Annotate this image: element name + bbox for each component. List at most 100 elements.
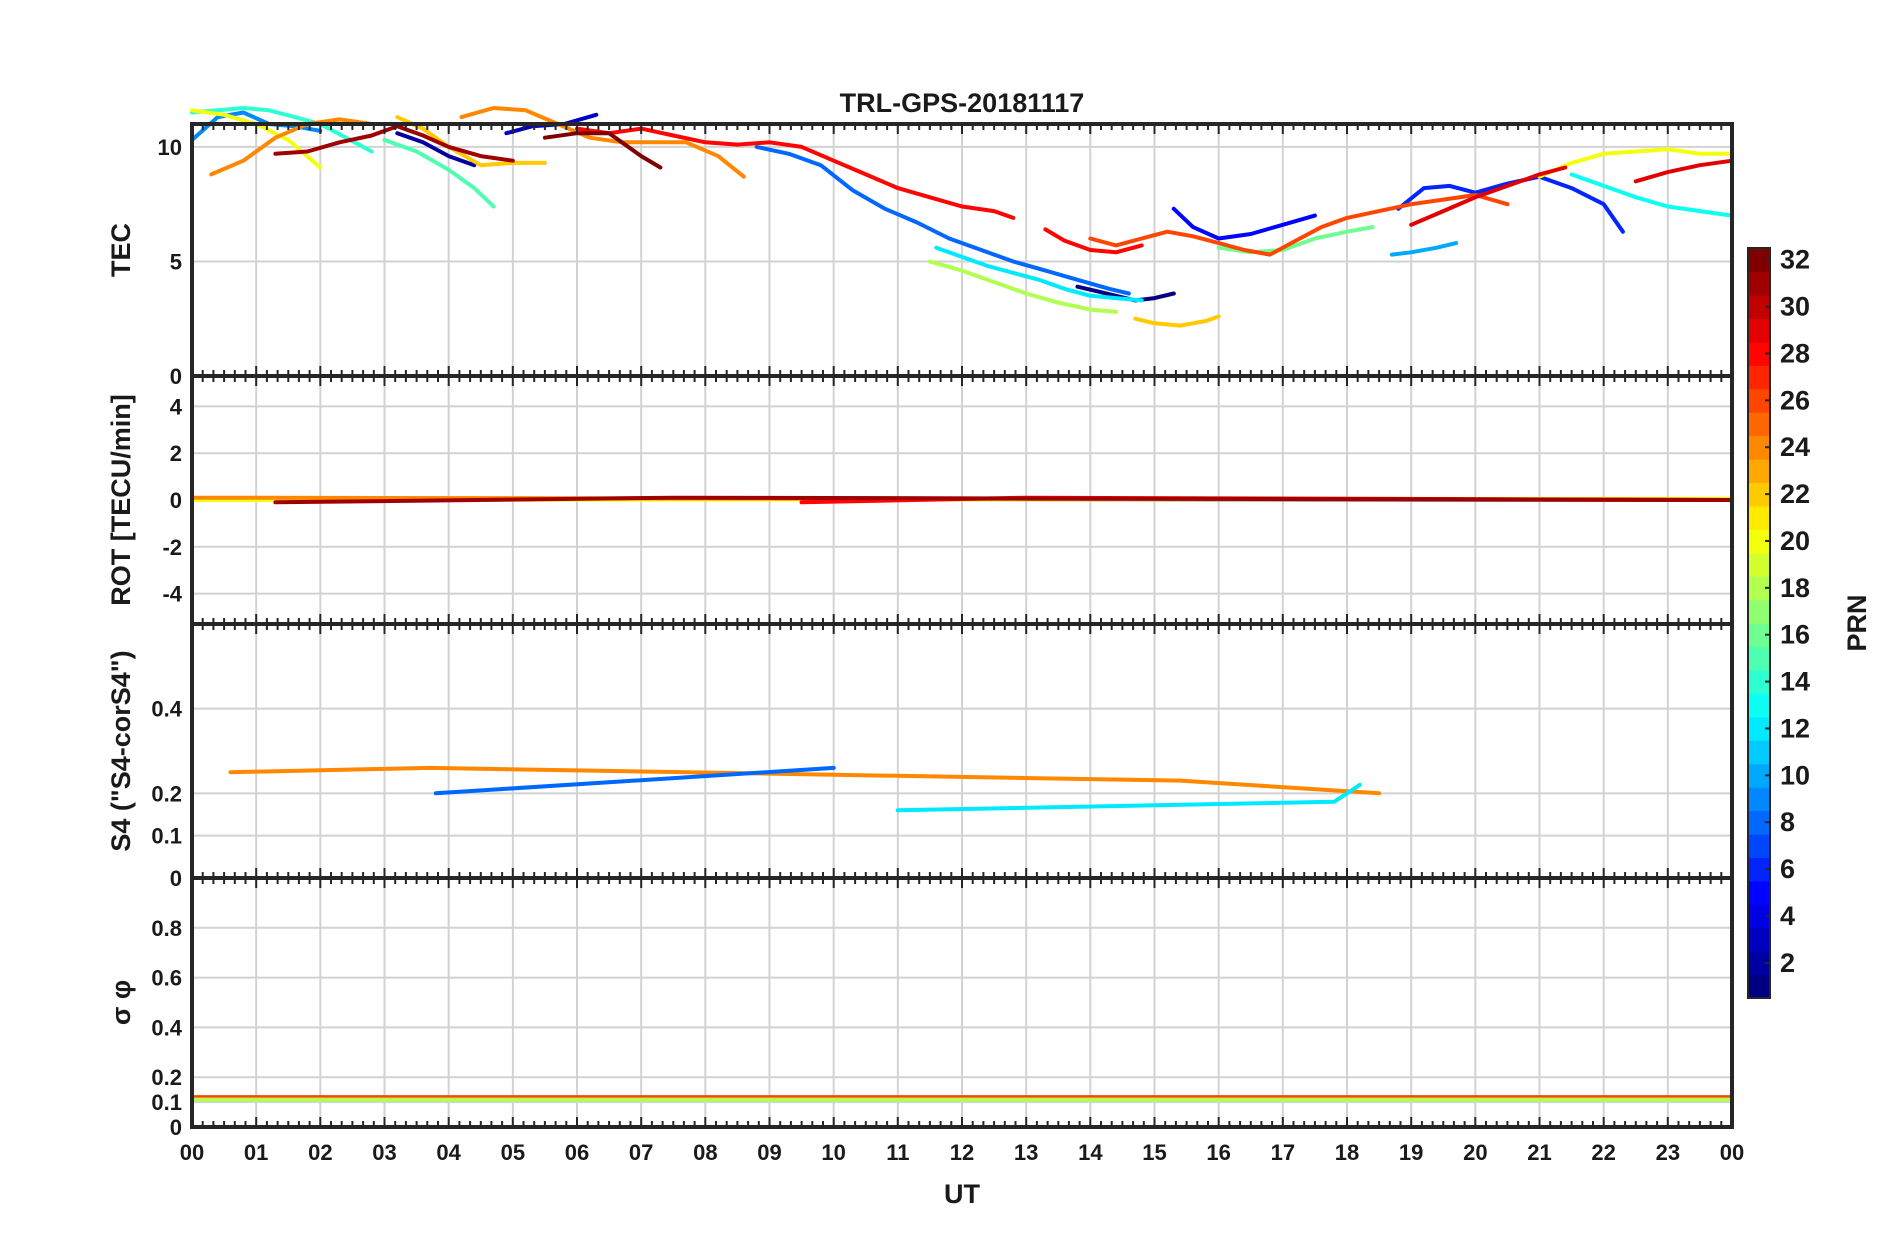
series-line-prn-8	[754, 144, 1131, 296]
colorbar-swatch	[1748, 623, 1770, 648]
colorbar-swatch	[1748, 248, 1770, 273]
colorbar-swatch	[1748, 857, 1770, 882]
series-line-prn-2	[395, 131, 477, 168]
x-tick-label: 13	[1014, 1140, 1038, 1165]
y-tick-label: 0.2	[151, 781, 182, 806]
y-tick-label: 0	[170, 364, 182, 389]
y-tick-label: 0.2	[151, 1065, 182, 1090]
colorbar-swatch	[1748, 763, 1770, 788]
colorbar-swatch	[1748, 669, 1770, 694]
series-line-prn-29	[1633, 158, 1734, 184]
series-line-prn-24	[459, 106, 746, 179]
series-line-prn-28	[1043, 227, 1144, 255]
y-tick-label: 0	[170, 866, 182, 891]
x-tick-label: 23	[1656, 1140, 1680, 1165]
colorbar-tick-label: 22	[1780, 479, 1810, 509]
colorbar-tick-label: 20	[1780, 526, 1810, 556]
colorbar-tick-label: 6	[1780, 854, 1795, 884]
colorbar-frame	[1747, 247, 1771, 999]
x-tick-label: 02	[308, 1140, 332, 1165]
series-line-prn-10	[1389, 241, 1459, 257]
colorbar-swatch	[1748, 271, 1770, 296]
x-tick-label: 16	[1206, 1140, 1230, 1165]
series-line-prn-31	[273, 495, 1734, 505]
colorbar-tick-label: 30	[1780, 292, 1810, 322]
series-line-prn-28	[575, 126, 1016, 220]
colorbar-tick-label: 16	[1780, 620, 1810, 650]
colorbar-swatch	[1748, 529, 1770, 554]
colorbar-swatch	[1748, 388, 1770, 413]
series-line-prn-6	[1396, 174, 1625, 234]
y-tick-label: 0.1	[151, 824, 182, 849]
colorbar-tick-label: 26	[1780, 385, 1810, 415]
y-axis-label: ROT [TECU/min]	[106, 394, 136, 605]
colorbar-swatch	[1748, 904, 1770, 929]
colorbar-tick-label: 32	[1780, 245, 1810, 275]
x-tick-label: 19	[1399, 1140, 1423, 1165]
x-minor-ticks	[201, 624, 1723, 878]
x-tick-label: 11	[886, 1140, 909, 1165]
panel-1: 0 5 10 TEC	[106, 106, 1734, 389]
x-tick-label: 01	[244, 1140, 268, 1165]
x-tick-label: 15	[1142, 1140, 1166, 1165]
x-tick-label: 03	[372, 1140, 396, 1165]
colorbar-swatch	[1748, 576, 1770, 601]
series-line-prn-32	[542, 131, 663, 170]
colorbar-swatch	[1748, 833, 1770, 858]
y-tick-label: -4	[162, 582, 182, 607]
x-tick-label: 21	[1527, 1140, 1551, 1165]
colorbar-swatch	[1748, 880, 1770, 905]
x-tick-label: 20	[1463, 1140, 1487, 1165]
y-tick-label: 0.8	[151, 916, 182, 941]
series-line-prn-31	[273, 124, 515, 163]
panel-2: -4 -2 0 2 4 ROT [TECU/min]	[106, 374, 1734, 626]
series-line-prn-22	[395, 115, 547, 168]
y-tick-label: 0.4	[151, 1015, 182, 1040]
series-line-prn-13	[1569, 172, 1734, 218]
colorbar-tick-label: 10	[1780, 760, 1810, 790]
x-tick-label: 07	[629, 1140, 653, 1165]
y-tick-label: 10	[158, 135, 182, 160]
x-tick-label: 09	[757, 1140, 781, 1165]
y-axis-label: TEC	[106, 223, 136, 277]
y-tick-label: -2	[162, 535, 182, 560]
colorbar-swatch	[1748, 412, 1770, 437]
series-line-prn-12	[934, 245, 1144, 303]
series-line-prn-18	[927, 259, 1118, 314]
x-tick-label: 12	[950, 1140, 974, 1165]
y-tick-label: 0	[170, 1115, 182, 1140]
series-line-prn-8	[433, 765, 836, 796]
colorbar-tick-label: 8	[1780, 807, 1795, 837]
colorbar-swatch	[1748, 599, 1770, 624]
series-line-prn-12	[895, 782, 1362, 813]
x-minor-ticks	[201, 376, 1723, 624]
panel-3: 0 0.1 0.2 0.4 S4 ("S4-corS4")	[106, 622, 1734, 891]
colorbar-tick-label: 28	[1780, 338, 1810, 368]
y-tick-label: 0.4	[151, 697, 182, 722]
y-tick-label: 2	[170, 441, 182, 466]
x-minor-ticks	[201, 124, 1723, 376]
y-tick-label: 0.1	[151, 1090, 182, 1115]
colorbar-swatch	[1748, 693, 1770, 718]
colorbar-tick-label: 4	[1780, 901, 1795, 931]
colorbar-swatch	[1748, 810, 1770, 835]
colorbar-swatch	[1748, 294, 1770, 319]
colorbar-swatch	[1748, 951, 1770, 976]
colorbar-swatch	[1748, 646, 1770, 671]
colorbar-swatch	[1748, 341, 1770, 366]
colorbar-label: PRN	[1842, 594, 1872, 651]
colorbar-swatch	[1748, 716, 1770, 741]
x-tick-label: 00	[180, 1140, 204, 1165]
colorbar-swatch	[1748, 458, 1770, 483]
y-tick-label: 0.6	[151, 966, 182, 991]
y-tick-label: 0	[170, 488, 182, 513]
series-line-prn-22	[1133, 314, 1221, 328]
colorbar-tick-label: 12	[1780, 713, 1810, 743]
x-tick-label: 22	[1591, 1140, 1615, 1165]
colorbar-swatch	[1748, 927, 1770, 952]
colorbar-swatch	[1748, 740, 1770, 765]
x-tick-label: 08	[693, 1140, 717, 1165]
x-tick-label: 05	[501, 1140, 525, 1165]
x-tick-label: 06	[565, 1140, 589, 1165]
